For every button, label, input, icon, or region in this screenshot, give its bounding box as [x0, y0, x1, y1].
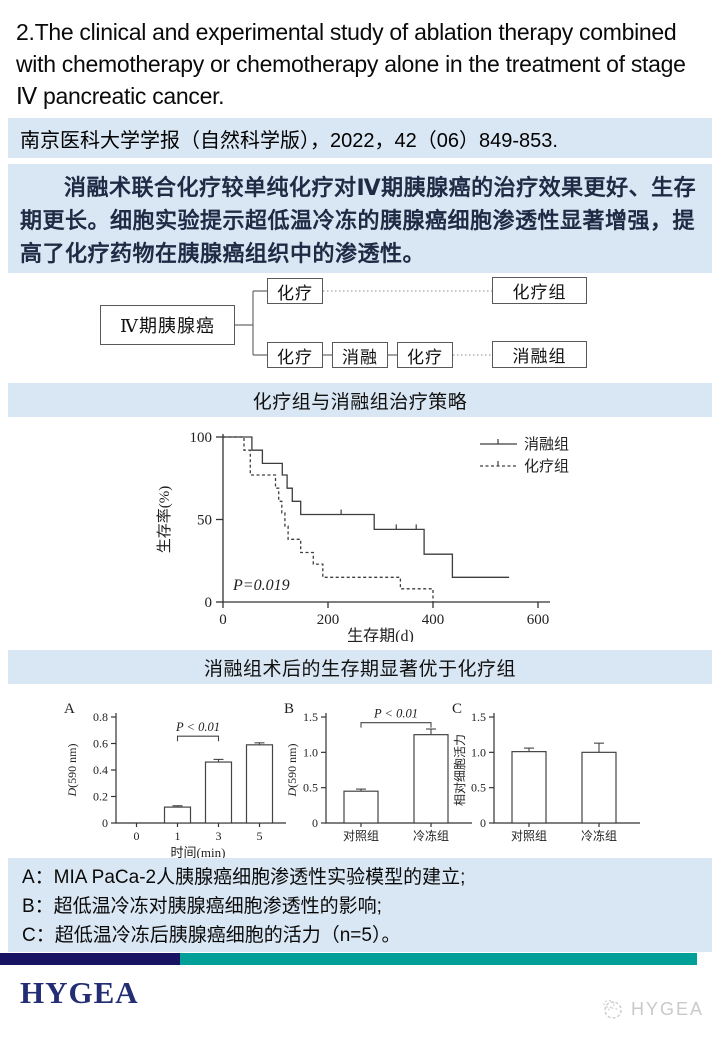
- svg-text:消融组: 消融组: [524, 436, 569, 453]
- bar-chart-row: A 0 0.2 0.4 0.6 0.8 0 1 3 5 P < 0.01 时间(min) D(590 n…: [0, 695, 720, 867]
- footer-bar-teal: [180, 953, 697, 965]
- hygea-watermark: HYGEA: [600, 997, 704, 1021]
- svg-text:0: 0: [205, 595, 213, 611]
- svg-text:生存期(d): 生存期(d): [347, 627, 414, 642]
- summary-text: 消融术联合化疗较单纯化疗对Ⅳ期胰腺癌的治疗效果更好、生存期更长。细胞实验提示超低…: [20, 175, 697, 266]
- svg-text:P=0.019: P=0.019: [232, 577, 290, 594]
- svg-text:P < 0.01: P < 0.01: [373, 707, 418, 721]
- banner-treatment-strategy: 化疗组与消融组治疗策略: [8, 383, 712, 417]
- svg-text:1.0: 1.0: [471, 745, 486, 759]
- svg-text:0: 0: [480, 816, 486, 830]
- flow-node-ablation-group: 消融组: [492, 341, 587, 368]
- svg-text:600: 600: [527, 612, 550, 628]
- svg-text:1.0: 1.0: [303, 745, 318, 759]
- svg-text:400: 400: [422, 612, 445, 628]
- note-a: A：MIA PaCa-2人胰腺癌细胞渗透性实验模型的建立;: [22, 867, 466, 888]
- flow-node-chemo-2: 化疗: [397, 342, 453, 368]
- page-title: 2.The clinical and experimental study of…: [16, 19, 686, 109]
- flow-node-stage4-cancer: Ⅳ期胰腺癌: [100, 305, 235, 345]
- flow-connectors: [235, 290, 492, 356]
- svg-text:时间(min): 时间(min): [171, 845, 226, 860]
- flow-node-chemo-1: 化疗: [267, 342, 323, 368]
- svg-text:1.5: 1.5: [471, 710, 486, 724]
- svg-text:A: A: [64, 701, 75, 717]
- svg-text:0: 0: [312, 816, 318, 830]
- svg-text:5: 5: [257, 829, 263, 843]
- banner-survival-result: 消融组术后的生存期显著优于化疗组: [8, 650, 712, 684]
- hygea-logo: HYGEA: [20, 975, 139, 1010]
- svg-text:0.5: 0.5: [303, 781, 318, 795]
- flow-diagram: Ⅳ期胰腺癌 化疗 化疗组 化疗 消融 化疗 消融组: [95, 272, 695, 380]
- flow-node-chemo-top: 化疗: [267, 278, 323, 304]
- svg-text:3: 3: [216, 829, 222, 843]
- watermark-text: HYGEA: [630, 998, 704, 1019]
- bar-chart-c: C 0 0.5 1.0 1.5 对照组 冷冻组 相对细胞活力: [452, 701, 640, 843]
- svg-text:D(590 nm): D(590 nm): [65, 743, 79, 797]
- svg-text:0: 0: [134, 829, 140, 843]
- svg-text:0.5: 0.5: [471, 781, 486, 795]
- svg-text:B: B: [284, 701, 294, 717]
- note-c: C：超低温冷冻后胰腺癌细胞的活力（n=5）。: [22, 925, 401, 946]
- svg-text:200: 200: [317, 612, 340, 628]
- svg-text:0: 0: [219, 612, 227, 628]
- svg-text:冷冻组: 冷冻组: [581, 828, 617, 843]
- survival-chart-svg: 0 50 100 0 200 400 600 生存期(d) 生存率(%) P=0.019 消融组化疗…: [156, 430, 569, 645]
- svg-text:1.5: 1.5: [303, 710, 318, 724]
- journal-citation: 南京医科大学学报（自然科学版），2022，42（06）849-853.: [8, 118, 712, 158]
- svg-text:对照组: 对照组: [343, 829, 379, 843]
- svg-text:0.4: 0.4: [93, 763, 108, 777]
- svg-text:0.8: 0.8: [93, 710, 108, 724]
- svg-text:50: 50: [197, 513, 212, 529]
- summary-block: 消融术联合化疗较单纯化疗对Ⅳ期胰腺癌的治疗效果更好、生存期更长。细胞实验提示超低…: [8, 164, 712, 273]
- svg-text:化疗组: 化疗组: [524, 458, 569, 475]
- svg-text:P < 0.01: P < 0.01: [175, 720, 220, 734]
- svg-text:100: 100: [190, 430, 213, 446]
- svg-text:D(590 nm): D(590 nm): [285, 743, 299, 797]
- note-b: B：超低温冷冻对胰腺癌细胞渗透性的影响;: [22, 896, 382, 917]
- svg-text:冷冻组: 冷冻组: [413, 828, 449, 843]
- svg-text:C: C: [452, 701, 462, 717]
- footer-bar-navy: [0, 953, 180, 965]
- flow-node-ablation: 消融: [332, 342, 388, 368]
- svg-text:对照组: 对照组: [511, 829, 547, 843]
- survival-chart: 0 50 100 0 200 400 600 生存期(d) 生存率(%) P=0.019 消融组化疗…: [145, 422, 605, 645]
- figure-notes: A：MIA PaCa-2人胰腺癌细胞渗透性实验模型的建立; B：超低温冷冻对胰腺…: [8, 858, 712, 952]
- svg-text:1: 1: [175, 829, 181, 843]
- globe-icon: [603, 999, 622, 1019]
- bar-chart-a: A 0 0.2 0.4 0.6 0.8 0 1 3 5 P < 0.01 时间(min) D(590 n…: [64, 701, 286, 860]
- svg-text:生存率(%): 生存率(%): [156, 486, 173, 554]
- svg-text:0.2: 0.2: [93, 790, 108, 804]
- bar-chart-b: B 0 0.5 1.0 1.5 对照组 冷冻组 P < 0.01 D(590 nm): [284, 701, 472, 843]
- svg-text:0.6: 0.6: [93, 737, 108, 751]
- svg-text:0: 0: [102, 816, 108, 830]
- svg-text:相对细胞活力: 相对细胞活力: [453, 734, 467, 806]
- flow-node-chemo-group: 化疗组: [492, 277, 587, 304]
